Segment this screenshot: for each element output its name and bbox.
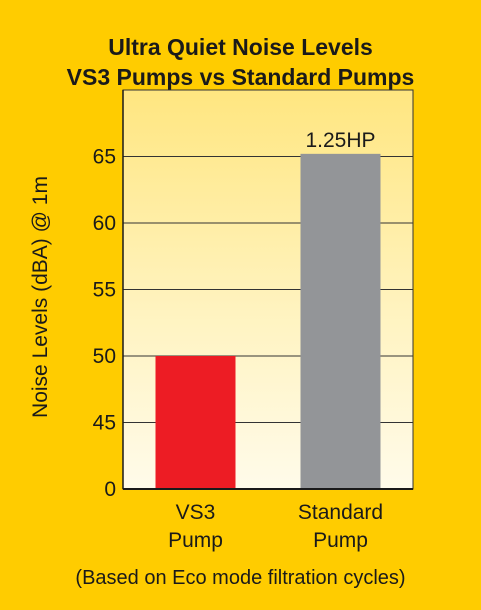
y-tick-labels: 0 45 50 55 60 65 (93, 146, 116, 502)
axes (122, 89, 414, 490)
x-category-label: VS3 (176, 501, 216, 524)
x-category-label: Standard (298, 501, 383, 524)
x-category-labels: VS3 Pump Standard Pump (168, 501, 383, 552)
x-category-label: Pump (168, 529, 223, 552)
data-labels: 1.25HP (305, 129, 375, 152)
y-tick-label: 50 (93, 345, 116, 368)
y-tick-label: 55 (93, 279, 116, 302)
y-tick-label: 60 (93, 212, 116, 235)
footnote: (Based on Eco mode filtration cycles) (75, 567, 406, 589)
y-axis-label: Noise Levels (dBA) @ 1m (29, 176, 52, 418)
y-tick-label: 45 (93, 412, 116, 435)
y-tick-label: 65 (93, 146, 116, 169)
data-label: 1.25HP (305, 129, 375, 152)
bars (155, 153, 381, 489)
chart-subtitle: VS3 Pumps vs Standard Pumps (66, 64, 415, 90)
x-category-label: Pump (313, 529, 368, 552)
bar-chart: 0 45 50 55 60 65 VS3 Pump Standard Pump 1.25HP N… (29, 89, 414, 552)
bar (155, 356, 236, 489)
bar (300, 153, 381, 489)
chart-title: Ultra Quiet Noise Levels (108, 34, 373, 60)
y-tick-label: 0 (104, 478, 116, 501)
